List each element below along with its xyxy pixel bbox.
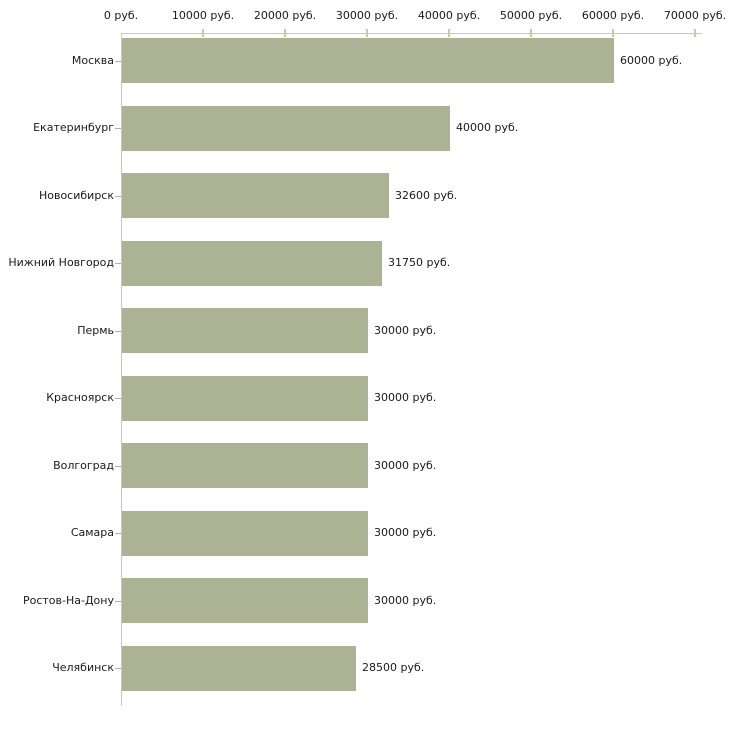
y-axis-tick-mark bbox=[115, 533, 121, 534]
x-axis-tick-mark bbox=[366, 29, 368, 37]
x-axis-line bbox=[121, 33, 702, 34]
x-axis-tick-mark bbox=[530, 29, 532, 37]
bar bbox=[122, 38, 614, 83]
x-axis-tick-label: 60000 руб. bbox=[581, 9, 645, 22]
y-axis-tick-mark bbox=[115, 466, 121, 467]
category-label: Нижний Новгород bbox=[8, 256, 114, 269]
x-axis-tick-label: 0 руб. bbox=[103, 9, 139, 22]
y-axis-tick-mark bbox=[115, 263, 121, 264]
x-axis-tick-label: 70000 руб. bbox=[663, 9, 727, 22]
value-label: 30000 руб. bbox=[374, 323, 437, 337]
y-axis-tick-mark bbox=[115, 668, 121, 669]
bar bbox=[122, 375, 368, 421]
bar bbox=[122, 173, 389, 218]
x-axis-tick-label: 50000 руб. bbox=[499, 9, 563, 22]
y-axis-tick-mark bbox=[115, 601, 121, 602]
category-label: Екатеринбург bbox=[33, 121, 114, 134]
value-label: 32600 руб. bbox=[395, 188, 458, 202]
value-label: 31750 руб. bbox=[388, 256, 451, 269]
x-axis-tick-mark bbox=[284, 29, 286, 37]
bar bbox=[122, 105, 450, 151]
bar bbox=[122, 510, 368, 556]
value-label: 60000 руб. bbox=[620, 53, 683, 67]
y-axis-line bbox=[121, 33, 122, 706]
x-axis-tick-label: 10000 руб. bbox=[171, 9, 235, 22]
x-axis-tick-mark bbox=[612, 29, 614, 37]
category-label: Красноярск bbox=[46, 391, 114, 404]
value-label: 40000 руб. bbox=[456, 121, 519, 134]
x-axis-tick-label: 30000 руб. bbox=[335, 9, 399, 22]
y-axis-tick-mark bbox=[115, 398, 121, 399]
value-label: 30000 руб. bbox=[374, 593, 437, 607]
x-axis-tick-label: 40000 руб. bbox=[417, 9, 481, 22]
y-axis-tick-mark bbox=[115, 196, 121, 197]
category-label: Москва bbox=[71, 53, 114, 67]
category-label: Челябинск bbox=[52, 661, 114, 674]
category-label: Самара bbox=[70, 526, 114, 539]
x-axis-tick-mark bbox=[202, 29, 204, 37]
y-axis-tick-mark bbox=[115, 128, 121, 129]
bar bbox=[122, 578, 368, 623]
y-axis-tick-mark bbox=[115, 331, 121, 332]
y-axis-tick-mark bbox=[115, 61, 121, 62]
category-label: Новосибирск bbox=[38, 188, 114, 202]
value-label: 30000 руб. bbox=[374, 391, 437, 404]
x-axis-tick-mark bbox=[448, 29, 450, 37]
value-label: 30000 руб. bbox=[374, 526, 437, 539]
bar bbox=[122, 308, 368, 353]
category-label: Пермь bbox=[77, 323, 114, 337]
x-axis-tick-mark bbox=[694, 29, 696, 37]
category-label: Ростов-На-Дону bbox=[22, 593, 114, 607]
x-axis-tick-label: 20000 руб. bbox=[253, 9, 317, 22]
category-label: Волгоград bbox=[53, 458, 114, 472]
bar bbox=[122, 645, 356, 691]
bar bbox=[122, 240, 382, 286]
value-label: 30000 руб. bbox=[374, 458, 437, 472]
value-label: 28500 руб. bbox=[362, 661, 425, 674]
bar bbox=[122, 443, 368, 488]
